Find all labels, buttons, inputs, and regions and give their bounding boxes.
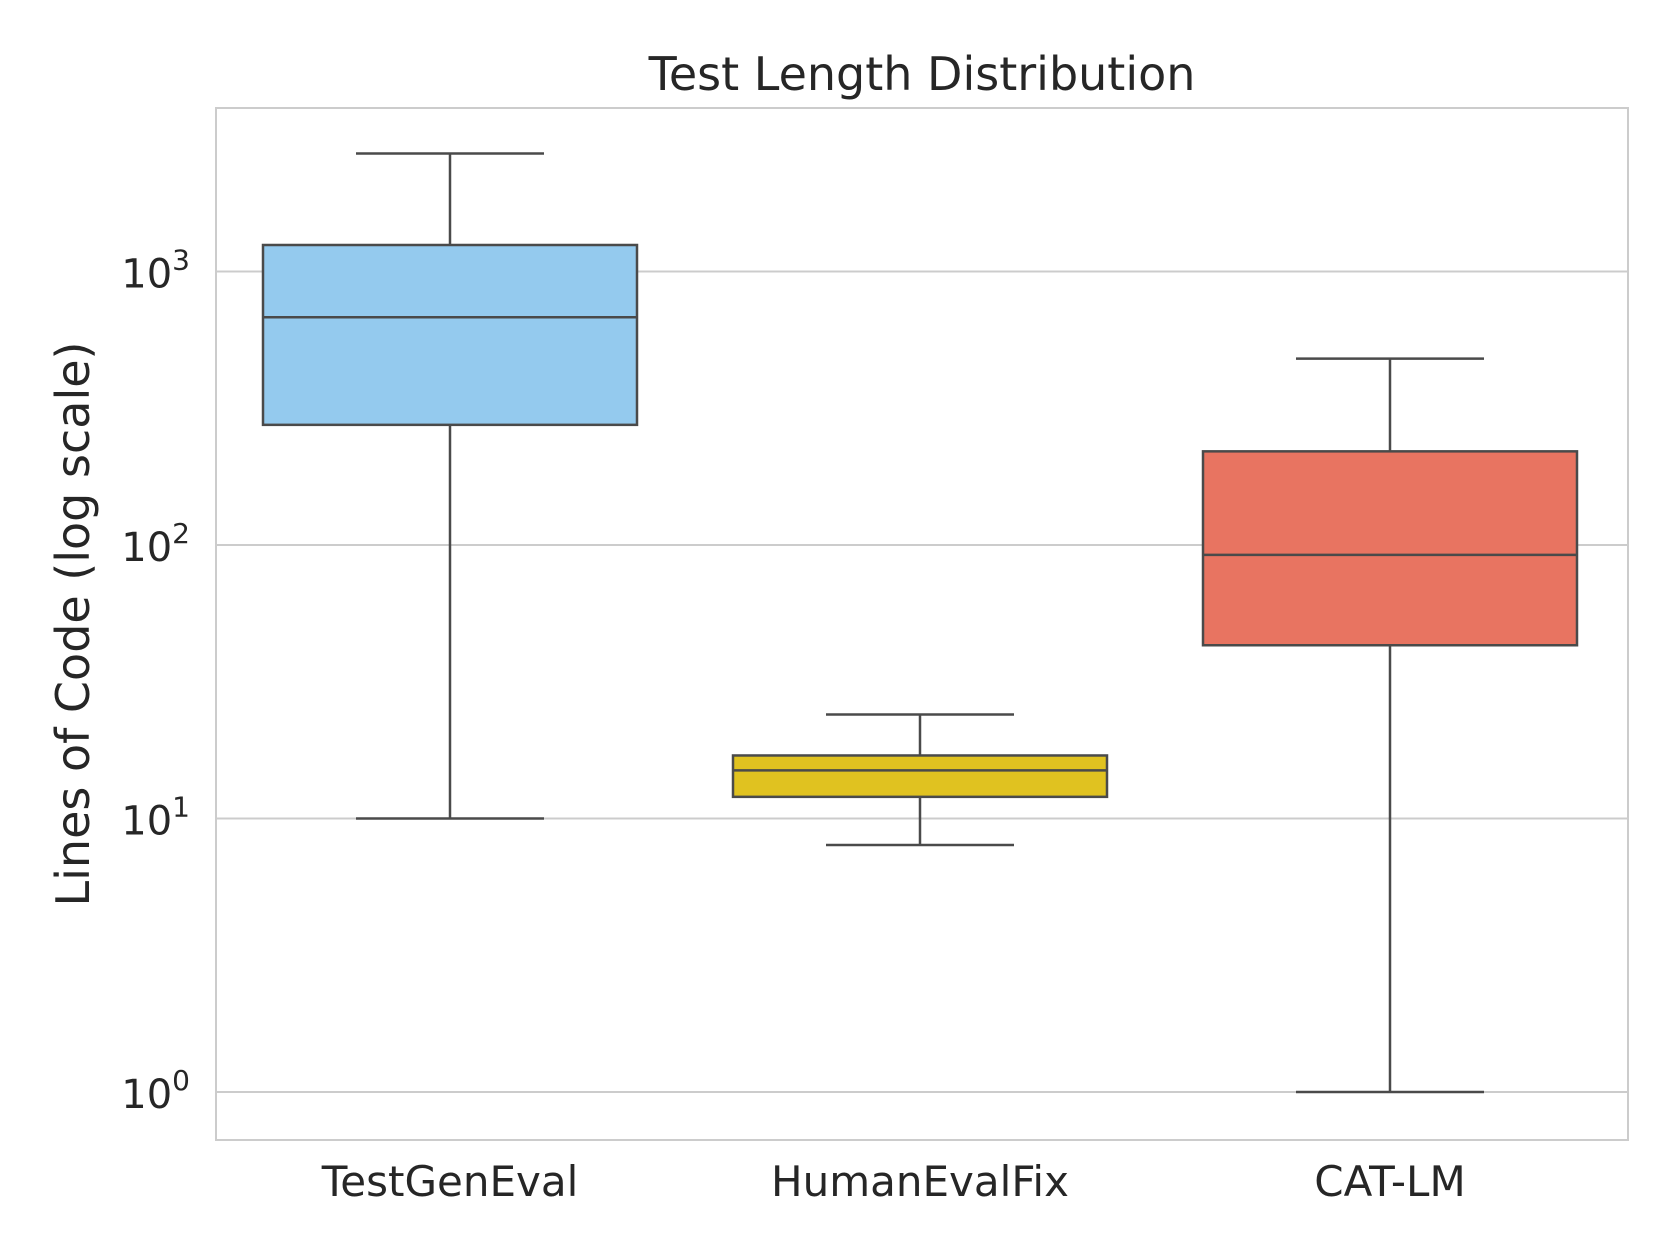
box-body: [261, 243, 639, 427]
x-tick-label: CAT-LM: [1314, 1157, 1465, 1206]
box-body: [1201, 450, 1579, 647]
y-tick-label: 103: [121, 244, 190, 298]
x-tick-label: TestGenEval: [321, 1157, 579, 1206]
plot-frame: [215, 107, 1629, 1141]
y-axis-label: Lines of Code (log scale): [46, 342, 100, 907]
box-testgeneval: [261, 152, 639, 820]
box-humanevalfix: [731, 713, 1109, 847]
box-cat-lm: [1201, 357, 1579, 1094]
y-tick-label: 101: [121, 791, 190, 845]
y-tick-label: 100: [121, 1064, 190, 1118]
x-tick-label: HumanEvalFix: [771, 1157, 1069, 1206]
y-tick-labels: 100 101 102 103: [121, 244, 190, 1119]
box-body: [731, 754, 1109, 799]
x-tick-labels: TestGenEval HumanEvalFix CAT-LM: [321, 1157, 1466, 1206]
chart-title: Test Length Distribution: [648, 47, 1196, 101]
y-tick-label: 102: [121, 517, 190, 571]
boxes: [261, 152, 1579, 1094]
